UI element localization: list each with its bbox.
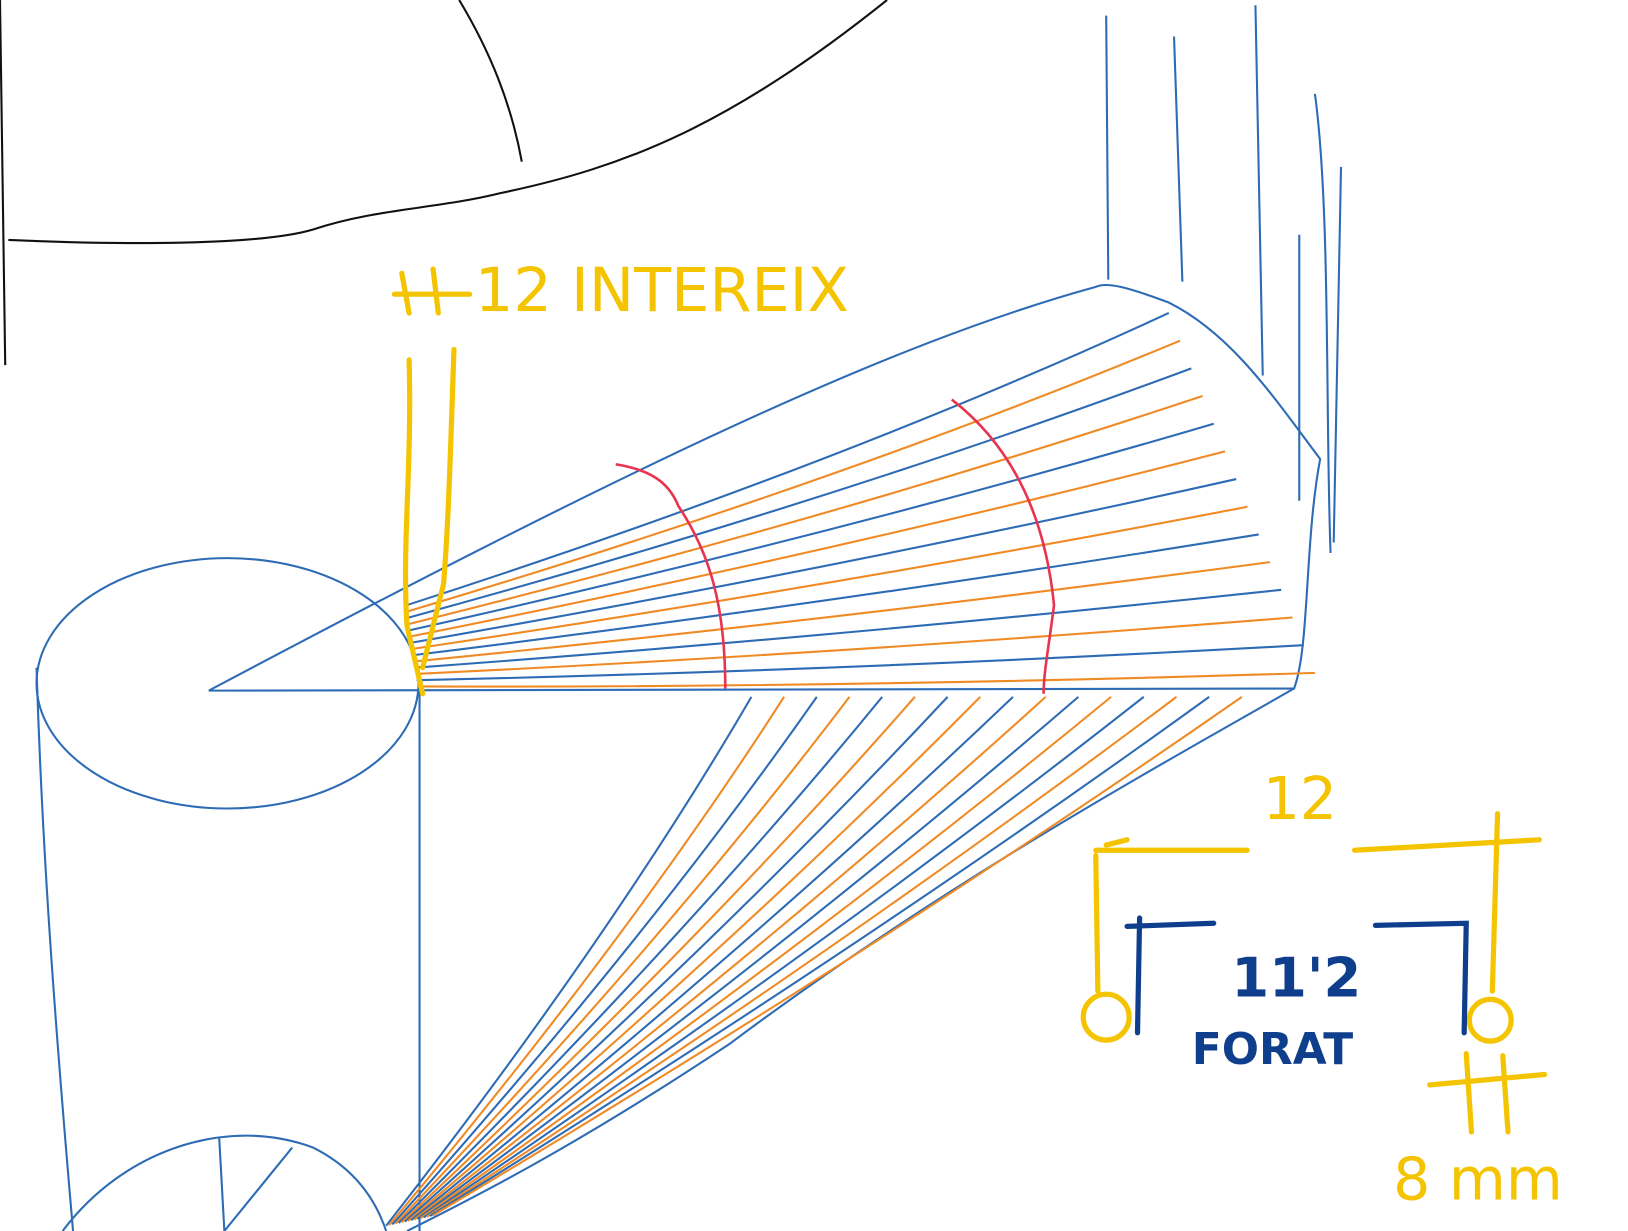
- hole: [1080, 991, 1132, 1043]
- lower-fan-outline: [406, 687, 1295, 1231]
- orange-strand: [412, 505, 1248, 650]
- orange-strand: [413, 696, 1047, 1221]
- orange-strand: [426, 696, 1178, 1218]
- blue-strand: [413, 533, 1259, 657]
- fans: [385, 312, 1315, 1227]
- hole-dimension: [1124, 915, 1469, 1036]
- blue-strand: [410, 696, 1014, 1222]
- black-outline: [0, 0, 888, 366]
- blue-strand: [404, 696, 949, 1223]
- cylinder-side: [35, 667, 421, 1231]
- blue-strand: [411, 478, 1237, 644]
- hole: [1466, 996, 1514, 1044]
- upper-fan-outline: [208, 283, 1322, 692]
- orange-strand: [394, 696, 851, 1225]
- yellow-guide: [402, 346, 457, 697]
- lower-cylinder: [61, 1134, 388, 1231]
- blue-strand: [391, 696, 818, 1226]
- orange-strand: [388, 696, 785, 1226]
- blue-strand: [406, 312, 1170, 607]
- blue-strand: [414, 588, 1282, 669]
- blue-strand: [416, 644, 1304, 682]
- blue-strand: [409, 422, 1215, 632]
- upright: [1105, 5, 1343, 553]
- orange-strand: [415, 616, 1293, 675]
- cylinder-top: [35, 557, 420, 810]
- thickness-dimension: [1427, 1051, 1548, 1135]
- blue-strand: [408, 367, 1192, 619]
- orange-strand: [407, 696, 982, 1222]
- orange-strand: [432, 696, 1243, 1217]
- red-arc: [615, 462, 727, 689]
- orange-strand: [417, 671, 1315, 688]
- blue-strand: [397, 696, 883, 1224]
- top-label: 12 INTEREIX: [475, 256, 849, 326]
- hash-mark: [391, 266, 473, 316]
- hole-name: FORAT: [1192, 1024, 1353, 1075]
- hole-label: 11'2: [1231, 946, 1361, 1009]
- width-dimension: [1093, 811, 1542, 994]
- orange-strand: [407, 339, 1181, 613]
- orange-strand: [401, 696, 916, 1224]
- blue-strand: [385, 696, 753, 1227]
- red-arc: [950, 398, 1056, 694]
- width-label: 12: [1263, 765, 1337, 833]
- orange-strand: [414, 561, 1271, 663]
- blue-strand: [429, 696, 1210, 1217]
- orange-strand: [409, 395, 1203, 625]
- orange-strand: [410, 450, 1226, 638]
- black-outline: [458, 0, 523, 162]
- blue-strand: [423, 696, 1145, 1219]
- thickness-label: 8 mm: [1393, 1146, 1563, 1214]
- blue-strand: [416, 696, 1080, 1220]
- orange-strand: [419, 696, 1112, 1219]
